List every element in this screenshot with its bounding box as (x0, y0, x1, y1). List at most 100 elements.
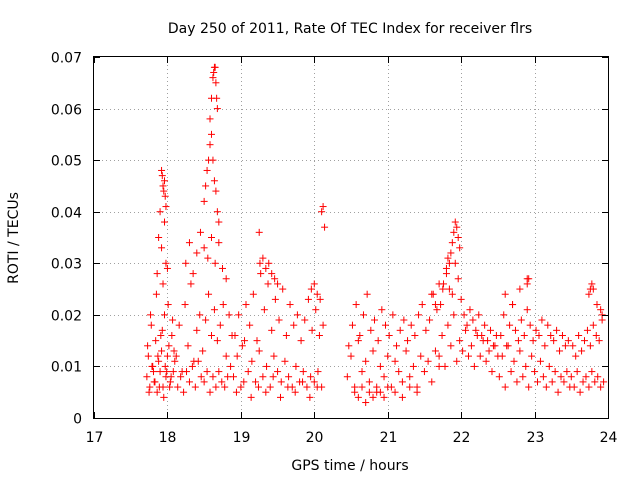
data-point (203, 166, 211, 174)
data-point (503, 342, 511, 350)
data-point (358, 383, 366, 391)
data-point (532, 326, 540, 334)
data-point (277, 393, 285, 401)
data-point (541, 342, 549, 350)
data-point (576, 388, 584, 396)
data-point (378, 306, 386, 314)
data-point (216, 321, 224, 329)
data-point (165, 342, 173, 350)
data-point (212, 79, 220, 87)
data-point (358, 368, 366, 376)
data-point (282, 331, 290, 339)
data-point (319, 203, 327, 211)
data-point (420, 368, 428, 376)
data-point (233, 352, 241, 360)
data-point (510, 357, 518, 365)
data-point (588, 368, 596, 376)
data-point (284, 383, 292, 391)
data-point (156, 208, 164, 216)
data-point (351, 388, 359, 396)
data-point (269, 373, 277, 381)
data-point (539, 373, 547, 381)
data-point (246, 321, 254, 329)
data-point (589, 285, 597, 293)
data-point (426, 316, 434, 324)
data-point (470, 362, 478, 370)
data-point (545, 362, 553, 370)
data-point (202, 182, 210, 190)
data-point (200, 197, 208, 205)
y-tick-label: 0.03 (51, 257, 82, 273)
data-point (174, 383, 182, 391)
data-point (363, 290, 371, 298)
data-point (316, 295, 324, 303)
data-point (536, 357, 544, 365)
data-point (459, 347, 467, 355)
data-point (369, 393, 377, 401)
data-point (456, 337, 464, 345)
data-point (511, 326, 519, 334)
data-point (143, 373, 151, 381)
data-point (482, 357, 490, 365)
data-point (160, 177, 168, 185)
data-point (205, 290, 213, 298)
data-point (168, 331, 176, 339)
data-point (593, 301, 601, 309)
data-point (569, 342, 577, 350)
data-point (362, 357, 370, 365)
data-point (354, 393, 362, 401)
data-point (444, 254, 452, 262)
x-tick-label: 19 (233, 430, 251, 446)
data-point (442, 264, 450, 272)
data-point (215, 239, 223, 247)
axis-ticks (94, 57, 609, 419)
data-point (161, 192, 169, 200)
data-point (237, 383, 245, 391)
data-point (478, 331, 486, 339)
data-point (155, 234, 163, 241)
data-point (160, 187, 168, 195)
data-point (162, 259, 170, 267)
data-point (292, 362, 300, 370)
data-point (172, 352, 180, 360)
data-point (262, 264, 270, 272)
data-point (551, 368, 559, 376)
data-point (219, 301, 227, 309)
data-point (561, 342, 569, 350)
data-point (244, 368, 252, 376)
data-point (535, 331, 543, 339)
data-point (579, 378, 587, 386)
data-point (147, 311, 155, 319)
data-point (310, 280, 318, 288)
data-point (299, 368, 307, 376)
data-point (547, 331, 555, 339)
data-point (591, 378, 599, 386)
data-point (448, 290, 456, 298)
data-point (225, 311, 233, 319)
data-point (578, 347, 586, 355)
data-point (481, 321, 489, 329)
data-point (158, 172, 166, 180)
data-point (380, 393, 388, 401)
data-point (158, 326, 166, 334)
data-point (149, 368, 157, 376)
data-point (271, 295, 279, 303)
data-points (143, 63, 608, 407)
data-point (297, 337, 305, 345)
data-point (451, 218, 459, 226)
data-point (238, 342, 246, 350)
data-point (147, 321, 155, 329)
data-point (171, 357, 179, 365)
data-point (457, 295, 465, 303)
data-point (365, 378, 373, 386)
data-point (402, 347, 410, 355)
data-point (227, 362, 235, 370)
data-point (155, 357, 163, 365)
data-point (312, 306, 320, 314)
data-point (264, 280, 272, 288)
data-point (180, 388, 188, 396)
data-point (212, 187, 220, 195)
data-point (209, 156, 217, 164)
data-point (210, 177, 218, 185)
data-point (600, 378, 608, 386)
